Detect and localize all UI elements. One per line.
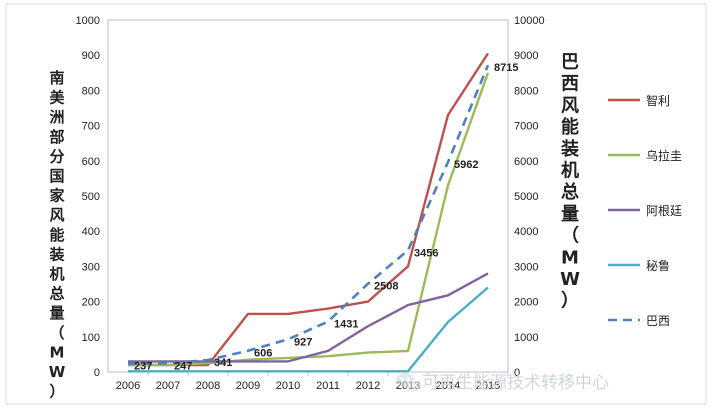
right-tick-label: 7000: [514, 121, 538, 133]
x-tick-label: 2008: [196, 380, 220, 392]
axis-title-char: 南: [49, 69, 64, 87]
axis-title-char: 洲: [49, 108, 64, 126]
axis-title-char: 机: [561, 161, 579, 182]
axis-title-char: 总: [49, 285, 64, 303]
x-tick-label: 2012: [356, 380, 380, 392]
chart-frame: [5, 3, 707, 405]
left-tick-label: 400: [82, 226, 100, 238]
series-line-秘鲁: [128, 286, 489, 373]
legend-label: 阿根廷: [646, 204, 682, 218]
data-label: 1431: [334, 319, 358, 331]
x-tick-label: 2014: [436, 380, 460, 392]
left-tick-label: 600: [82, 156, 100, 168]
axis-title-char: 装: [561, 138, 579, 160]
right-tick-label: 9000: [514, 50, 538, 62]
data-labels: 237 247 341 606 927 1431 2508 3456 5962 8715: [134, 62, 518, 372]
x-axis: 2006200720082009201020112012201320142015: [116, 372, 509, 392]
series-layer: [127, 52, 490, 373]
axis-title-char: 量: [561, 203, 579, 225]
axis-title-char: 国: [49, 167, 64, 185]
left-tick-label: 800: [82, 85, 100, 97]
axis-title-char: W: [49, 363, 66, 381]
axis-title-char: M: [50, 343, 65, 361]
axis-title-char: 量: [49, 304, 64, 322]
x-tick-label: 2006: [116, 380, 140, 392]
data-label: 927: [294, 336, 312, 348]
left-tick-label: 900: [82, 50, 100, 62]
left-tick-label: 500: [82, 191, 100, 203]
right-tick-label: 6000: [514, 156, 538, 168]
right-tick-label: 10000: [514, 15, 545, 27]
right-tick-label: 2000: [514, 297, 538, 309]
x-tick-label: 2007: [156, 380, 180, 392]
axis-title-char: 装: [48, 245, 65, 263]
right-tick-label: 3000: [514, 261, 538, 273]
legend-label: 智利: [646, 93, 670, 108]
left-axis: 0 100 200 300 400 500 600 700 800 900 1000: [76, 15, 100, 379]
axis-title-char: 家: [49, 187, 64, 205]
wechat-icon: [396, 373, 421, 392]
right-axis: 0 1000 2000 3000 4000 5000 6000 7000 8000 9000 100…: [514, 15, 545, 379]
axis-title-char: 风: [561, 95, 579, 116]
axis-title-char: ）: [561, 291, 579, 312]
axis-title-char: 能: [561, 116, 579, 138]
left-tick-label: 300: [82, 261, 100, 273]
axis-title-char: W: [560, 269, 580, 290]
legend-label: 秘鲁: [646, 259, 670, 273]
data-label: 3456: [414, 247, 438, 259]
watermark-text: 可再生能源技术转移中心: [422, 373, 609, 393]
x-tick-label: 2011: [316, 380, 340, 392]
data-label: 247: [174, 360, 192, 372]
right-tick-label: 0: [514, 367, 520, 379]
axis-title-char: ）: [49, 383, 64, 401]
right-tick-label: 1000: [514, 332, 538, 344]
legend-label: 乌拉圭: [646, 148, 682, 163]
left-tick-label: 200: [82, 297, 100, 309]
legend-label: 巴西: [646, 314, 670, 328]
right-tick-label: 5000: [514, 191, 538, 203]
axis-title-char: 总: [561, 181, 579, 203]
left-tick-label: 100: [82, 332, 100, 344]
right-tick-label: 8000: [514, 85, 538, 97]
right-tick-label: 4000: [514, 226, 538, 238]
axis-title-char: 西: [561, 74, 579, 95]
left-tick-label: 700: [82, 121, 100, 133]
data-label: 606: [254, 348, 272, 360]
data-label: 341: [214, 357, 232, 369]
axis-title-char: M: [561, 247, 579, 268]
axis-title-char: 巴: [561, 52, 579, 73]
axis-title-char: 机: [49, 265, 64, 283]
axis-title-char: 能: [49, 226, 64, 244]
x-tick-label: 2009: [236, 380, 260, 392]
axis-title-char: 分: [49, 147, 64, 165]
axis-title-char: 风: [49, 206, 64, 224]
data-label: 5962: [454, 159, 478, 171]
data-label: 8715: [494, 62, 518, 74]
axis-title-char: （: [49, 324, 64, 342]
series-line-巴西: [127, 64, 490, 365]
axis-title-char: 部: [49, 128, 64, 146]
left-tick-label: 1000: [76, 15, 100, 27]
x-tick-label: 2010: [276, 380, 300, 392]
axis-title-char: （: [561, 226, 579, 247]
data-label: 237: [134, 361, 152, 373]
watermark: 可再生能源技术转移中心: [396, 373, 609, 393]
axis-title-char: 美: [49, 89, 65, 107]
x-tick-label: 2015: [476, 380, 500, 392]
data-label: 2508: [374, 281, 398, 293]
left-tick-label: 0: [94, 367, 100, 379]
